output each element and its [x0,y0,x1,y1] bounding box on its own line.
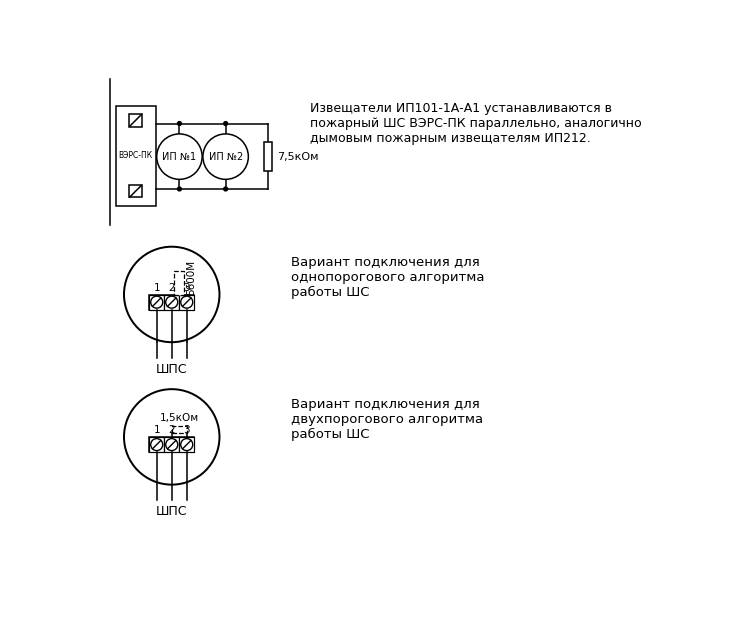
Bar [179,294,194,309]
Text: 5600М: 5600М [186,260,196,295]
Bar [115,106,155,206]
Text: ШПС: ШПС [156,506,187,518]
Bar [172,426,186,433]
Circle shape [151,439,163,451]
Text: ВЭРС-ПК: ВЭРС-ПК [118,151,152,161]
Bar [264,142,272,171]
Bar [149,294,164,309]
Text: ИП №1: ИП №1 [163,152,196,162]
Bar [129,185,142,198]
Bar [164,437,179,452]
Bar [149,294,194,309]
Text: 2: 2 [169,425,175,435]
Text: 1: 1 [153,425,160,435]
Circle shape [166,296,178,308]
Circle shape [181,439,192,451]
Text: 1,5кОм: 1,5кОм [160,413,199,423]
Circle shape [166,439,178,451]
Text: 3: 3 [184,282,190,292]
Circle shape [224,122,227,126]
Text: ИП №2: ИП №2 [209,152,243,162]
Circle shape [157,134,202,179]
Bar [164,294,179,309]
Text: 2: 2 [169,282,175,292]
Bar [149,437,194,452]
Bar [175,271,184,294]
Circle shape [203,134,248,179]
Circle shape [124,389,219,484]
Circle shape [178,187,181,191]
Bar [129,114,142,127]
Text: ШПС: ШПС [156,363,187,376]
Text: 3: 3 [184,425,190,435]
Circle shape [224,187,227,191]
Text: Извещатели ИП101-1А-А1 устанавливаются в
пожарный ШС ВЭРС-ПК параллельно, аналог: Извещатели ИП101-1А-А1 устанавливаются в… [311,102,642,145]
Text: 7,5кОм: 7,5кОм [277,152,319,162]
Bar [149,437,164,452]
Text: Вариант подключения для
однопорогового алгоритма
работы ШС: Вариант подключения для однопорогового а… [291,256,484,299]
Circle shape [178,122,181,126]
Circle shape [151,296,163,308]
Text: 1: 1 [153,282,160,292]
Bar [179,437,194,452]
Circle shape [181,296,192,308]
Text: Вариант подключения для
двухпорогового алгоритма
работы ШС: Вариант подключения для двухпорогового а… [291,398,483,441]
Circle shape [124,247,219,342]
